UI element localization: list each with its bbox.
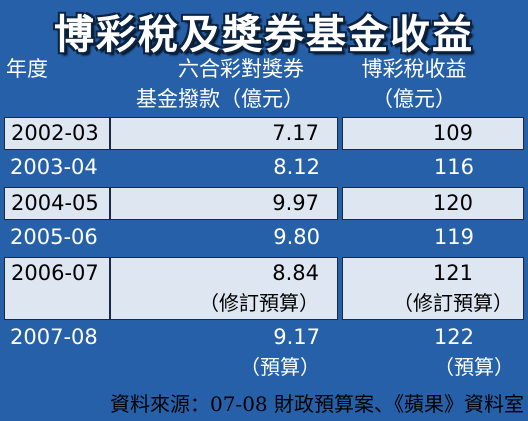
header-text: 博彩稅收益 xyxy=(361,57,467,81)
year-cell: 2005-06 xyxy=(4,222,110,255)
header-cell: 六合彩對獎券基金撥款（億元） xyxy=(106,54,334,114)
year-text: 2004-05 xyxy=(11,191,99,215)
table-row: 2005-06 9.80 119 xyxy=(4,222,524,255)
year-text: 2005-06 xyxy=(10,225,98,249)
note-text: （修訂預算） xyxy=(199,291,319,315)
value-text: 9.80 xyxy=(273,225,320,249)
title: 博彩稅及獎券基金收益 xyxy=(54,12,474,58)
year-cell: 2006-07 xyxy=(4,257,110,320)
fund-cell: 9.97 xyxy=(110,187,338,220)
header-text: 年度 xyxy=(6,57,48,81)
note-text: （預算） xyxy=(434,355,514,379)
fund-cell: 9.17 （預算） xyxy=(110,322,338,385)
table-row: 2007-08 9.17 （預算） 122 （預算） xyxy=(4,322,524,385)
source: 資料來源：07-08 財政預算案、《蘋果》資料室 xyxy=(109,392,524,416)
header-text: 基金撥款（億元） xyxy=(136,87,304,111)
tax-cell: 120 xyxy=(342,187,524,220)
tax-cell: 119 xyxy=(342,222,524,255)
header-cell: 博彩稅收益 （億元） xyxy=(338,54,520,114)
tax-cell: 121 （修訂預算） xyxy=(342,257,524,320)
year-cell: 2007-08 xyxy=(4,322,110,385)
fund-cell: 8.84 （修訂預算） xyxy=(110,257,338,320)
header-text: 六合彩對獎券 xyxy=(178,57,304,81)
year-text: 2007-08 xyxy=(10,325,98,349)
table-row: 2003-04 8.12 116 xyxy=(4,152,524,185)
header-cell: 年度 xyxy=(0,54,106,114)
value-text: 8.84 xyxy=(272,261,319,285)
value-text: 119 xyxy=(433,225,474,249)
note-text: （預算） xyxy=(240,355,320,379)
tax-cell: 116 xyxy=(342,152,524,185)
year-cell: 2004-05 xyxy=(4,187,110,220)
year-text: 2006-07 xyxy=(11,261,99,285)
fund-cell: 8.12 xyxy=(110,152,338,185)
year-cell: 2003-04 xyxy=(4,152,110,185)
tax-cell: 109 xyxy=(342,117,524,150)
table-row: 2006-07 8.84 （修訂預算） 121 （修訂預算） xyxy=(4,257,524,320)
year-text: 2003-04 xyxy=(10,155,98,179)
value-text: 109 xyxy=(432,121,473,145)
value-text: 121 xyxy=(432,261,473,285)
value-text: 122 xyxy=(433,325,474,349)
value-text: 116 xyxy=(433,155,474,179)
table-row: 2004-05 9.97 120 xyxy=(4,187,524,220)
value-text: 7.17 xyxy=(272,121,319,145)
year-text: 2002-03 xyxy=(11,121,99,145)
fund-cell: 7.17 xyxy=(110,117,338,150)
year-cell: 2002-03 xyxy=(4,117,110,150)
header-text: （億元） xyxy=(372,87,456,111)
value-text: 9.17 xyxy=(273,325,320,349)
table-header: 年度 六合彩對獎券基金撥款（億元） 博彩稅收益 （億元） xyxy=(0,54,528,114)
table-row: 2002-03 7.17 109 xyxy=(4,117,524,150)
tax-cell: 122 （預算） xyxy=(342,322,524,385)
note-text: （修訂預算） xyxy=(393,291,513,315)
value-text: 120 xyxy=(432,191,473,215)
value-text: 8.12 xyxy=(273,155,320,179)
value-text: 9.97 xyxy=(272,191,319,215)
fund-cell: 9.80 xyxy=(110,222,338,255)
